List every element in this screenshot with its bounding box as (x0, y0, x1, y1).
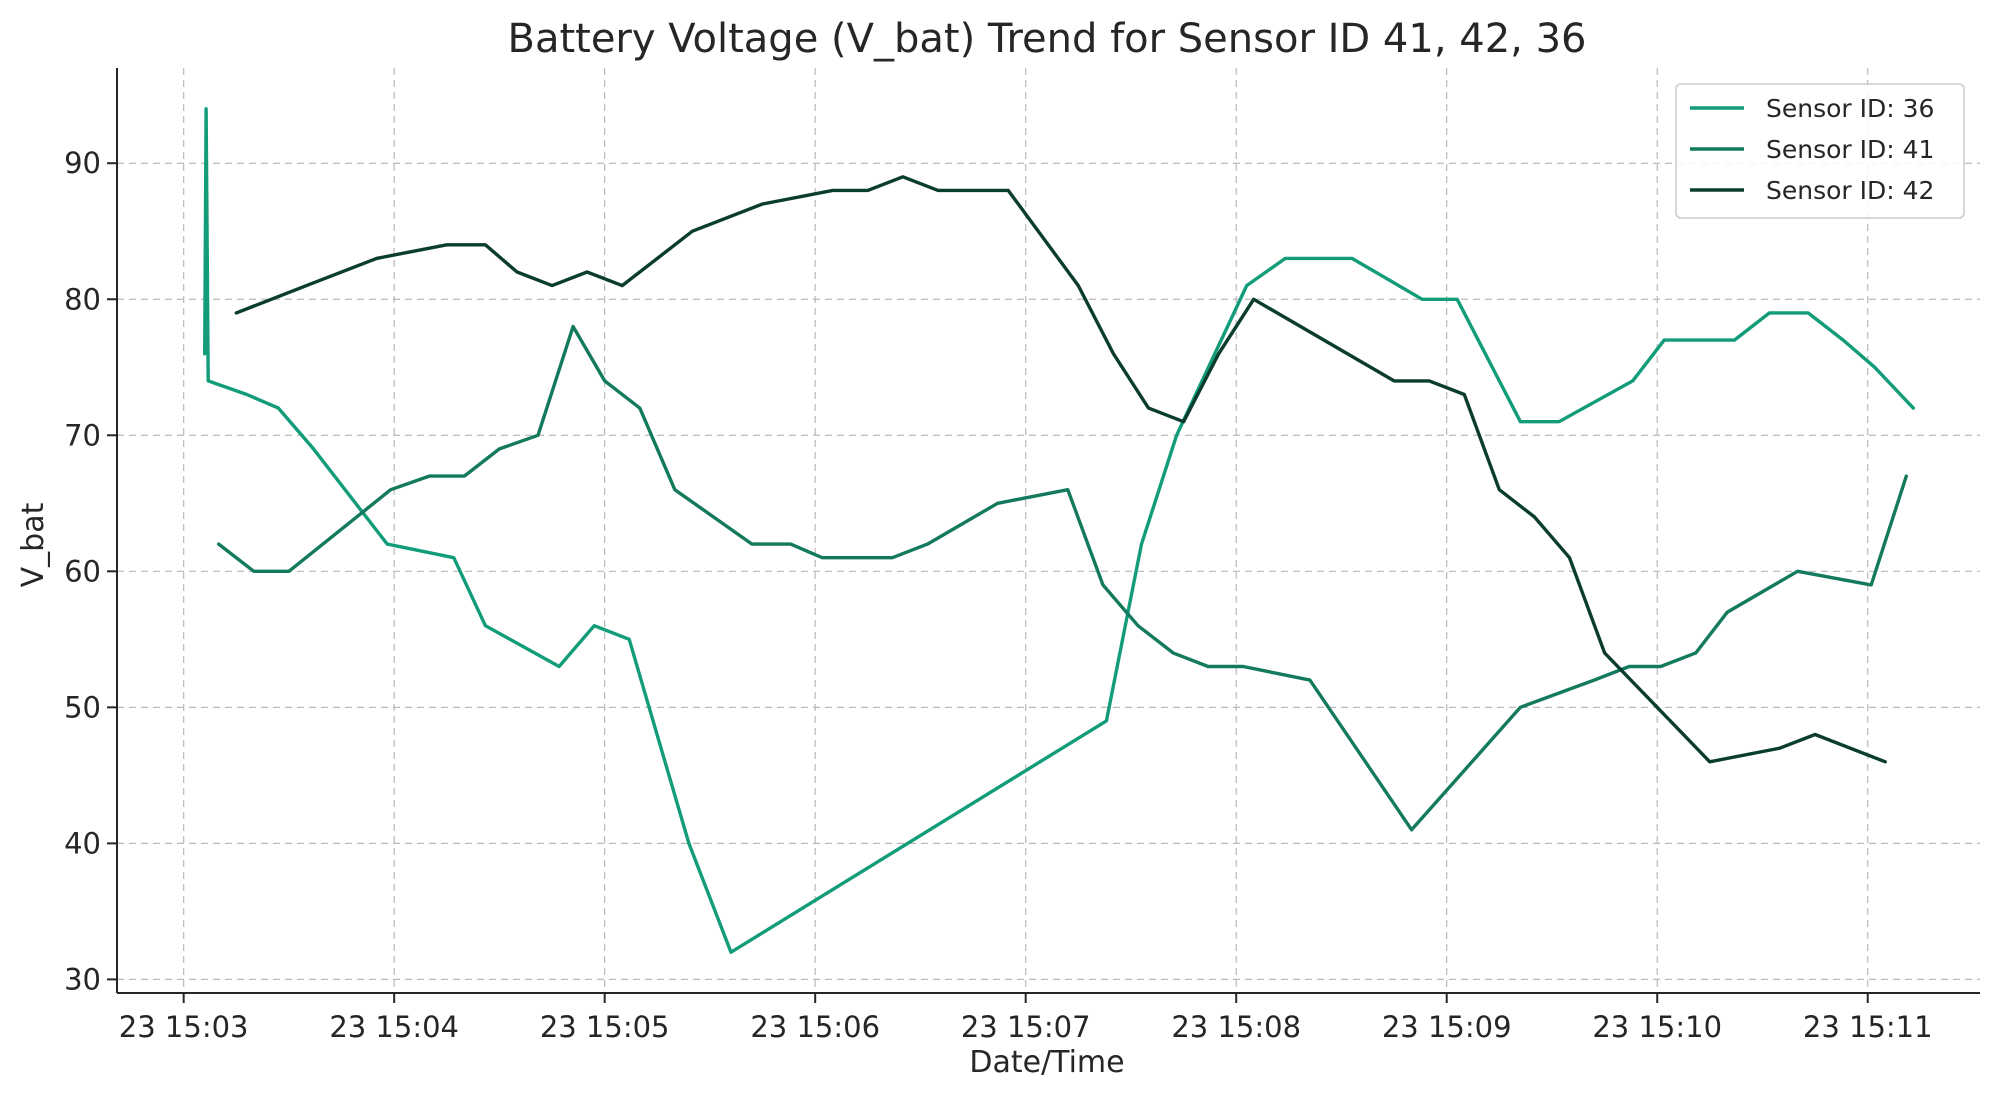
x-tick-label: 23 15:08 (1171, 1010, 1301, 1044)
y-tick-label: 30 (64, 962, 101, 996)
legend-label: Sensor ID: 36 (1766, 94, 1934, 123)
y-tick-label: 50 (64, 690, 101, 724)
x-axis-label: Date/Time (969, 1045, 1124, 1080)
x-tick-label: 23 15:07 (961, 1010, 1091, 1044)
y-axis-label: V_bat (16, 502, 51, 587)
tick-labels: 23 15:03 23 15:04 23 15:05 23 15:06 23 15:07… (64, 146, 1932, 1044)
x-tick-label: 23 15:09 (1382, 1010, 1512, 1044)
x-tick-label: 23 15:06 (750, 1010, 880, 1044)
y-tick-label: 40 (64, 826, 101, 860)
legend-label: Sensor ID: 42 (1766, 176, 1934, 205)
y-tick-label: 70 (64, 418, 101, 452)
series-line-1 (202, 107, 1916, 954)
x-tick-label: 23 15:10 (1592, 1010, 1722, 1044)
series-line-2 (216, 324, 1909, 832)
x-tick-label: 23 15:04 (329, 1010, 459, 1044)
legend-box (1675, 83, 1965, 219)
y-tick-label: 60 (64, 554, 101, 588)
legend-entries: Sensor ID: 36 Sensor ID: 41 Sensor ID: 42 (1690, 94, 1934, 205)
x-tick-label: 23 15:11 (1803, 1010, 1933, 1044)
y-tick-label: 80 (64, 282, 101, 316)
series-lines (202, 107, 1916, 954)
legend-label: Sensor ID: 41 (1766, 135, 1934, 164)
y-tick-label: 90 (64, 146, 101, 180)
series-line-3 (234, 175, 1888, 764)
chart-title: Battery Voltage (V_bat) Trend for Sensor… (508, 16, 1587, 62)
axes (107, 68, 1980, 1003)
legend: Sensor ID: 36 Sensor ID: 41 Sensor ID: 42 (1675, 83, 1965, 219)
x-tick-label: 23 15:05 (540, 1010, 670, 1044)
x-tick-label: 23 15:03 (119, 1010, 249, 1044)
grid (117, 68, 1980, 993)
